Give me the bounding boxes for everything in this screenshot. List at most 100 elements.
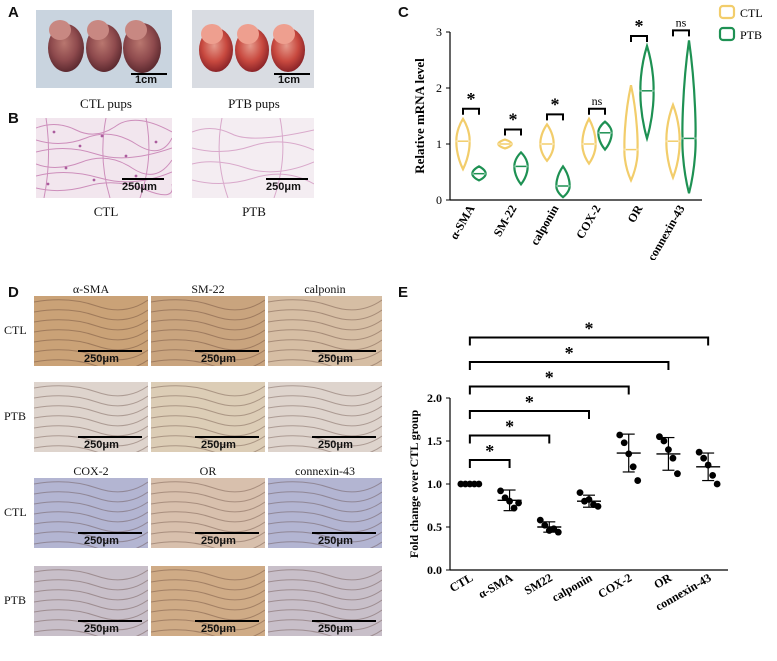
x-tick-label: connexin-43: [644, 203, 687, 261]
panel-d-letter: D: [8, 284, 19, 301]
x-tick-label: α-SMA: [447, 202, 478, 242]
significance-bracket: [672, 29, 690, 37]
data-point: [554, 528, 562, 536]
y-tick-label: 0.0: [427, 563, 442, 577]
x-tick-label: COX-2: [595, 570, 634, 600]
ihc-scale-label: 250μm: [318, 623, 353, 635]
violin-ptb: [513, 150, 529, 187]
significance-mark: *: [565, 343, 574, 363]
significance-bracket: [630, 35, 648, 42]
violin-ctl: [539, 122, 555, 163]
ihc-row-label: CTL: [4, 323, 27, 337]
ihc-scale-label: 250μm: [84, 623, 119, 635]
ihc-scale-label: 250μm: [84, 535, 119, 547]
ihc-stain-image: 250μm: [268, 566, 382, 636]
violin-chart: 0 1 2 3 Relative mRNA level α-SMA SM-22 calponi…: [412, 4, 763, 261]
ihc-stain-image: 250μm: [151, 478, 265, 548]
data-point: [629, 463, 637, 471]
ihc-stain-image: 250μm: [268, 296, 382, 366]
ihc-scale-label: 250μm: [318, 353, 353, 365]
significance-mark: *: [525, 392, 534, 412]
ihc-stain-image: 250μm: [34, 382, 148, 452]
violin-ptb: [555, 164, 571, 199]
panel-c-letter: C: [398, 4, 409, 21]
significance-bracket: [588, 107, 606, 115]
significance-mark: *: [505, 417, 514, 437]
ptb-he-stain-image: 250μm: [192, 118, 314, 198]
significance-bracket: [462, 107, 480, 115]
x-tick-label: calponin: [549, 570, 594, 604]
violin-chart-violins: * * * ns * ns: [455, 15, 697, 199]
ihc-scale-label: 250μm: [201, 623, 236, 635]
ctl-he-caption: CTL: [93, 204, 119, 219]
significance-mark: *: [467, 89, 476, 109]
ihc-scale-label: 250μm: [201, 353, 236, 365]
significance-mark: ns: [676, 15, 687, 29]
y-tick-label: 2.0: [427, 391, 442, 405]
data-point: [713, 480, 721, 488]
data-point: [669, 454, 677, 462]
significance-mark: *: [485, 441, 494, 461]
y-axis-label: Relative mRNA level: [412, 58, 427, 174]
data-point: [656, 433, 663, 441]
ptb-pups-caption: PTB pups: [228, 96, 280, 111]
ctl-pups-photo: 1cm: [36, 10, 172, 88]
violin-ctl: [455, 116, 471, 172]
ihc-scale-label: 250μm: [201, 535, 236, 547]
ctl-he-scale-label: 250μm: [122, 181, 157, 193]
legend-label-ptb: PTB: [740, 28, 762, 42]
legend-label-ctl: CTL: [740, 6, 763, 20]
y-tick-label: 0: [436, 193, 442, 207]
data-point: [634, 477, 642, 484]
fold-change-chart: 0.0 0.5 1.0 1.5 2.0 Fold change over CTL grou…: [407, 319, 728, 614]
ihc-stain-image: 250μm: [268, 478, 382, 548]
data-point: [660, 437, 668, 445]
fold-change-axes: 0.0 0.5 1.0 1.5 2.0 Fold change over CTL grou…: [407, 391, 728, 614]
violin-ctl: [665, 101, 681, 181]
data-point: [510, 504, 518, 512]
x-tick-label: OR: [624, 202, 645, 225]
panel-b-letter: B: [8, 110, 19, 127]
data-point: [700, 454, 708, 462]
ihc-row-label: CTL: [4, 505, 27, 519]
significance-bracket: [468, 385, 630, 395]
significance-mark: *: [545, 368, 554, 388]
ihc-stain-image: 250μm: [34, 478, 148, 548]
data-point: [674, 470, 681, 478]
significance-mark: ns: [592, 94, 603, 108]
ihc-column-label: calponin: [304, 282, 346, 296]
data-point: [515, 499, 522, 507]
significance-mark: *: [551, 94, 560, 114]
y-axis-label: Fold change over CTL group: [407, 410, 421, 559]
ihc-scale-label: 250μm: [84, 353, 119, 365]
significance-bracket: [468, 336, 710, 346]
x-tick-label: calponin: [527, 202, 561, 247]
significance-mark: *: [585, 319, 594, 339]
ctl-pups-scale-label: 1cm: [135, 74, 158, 86]
legend-swatch-ctl: [718, 4, 736, 20]
panel-e-letter: E: [398, 284, 409, 301]
y-tick-label: 1: [436, 137, 442, 151]
x-tick-label: COX-2: [573, 203, 603, 242]
ptb-pups-scale-label: 1cm: [278, 74, 301, 86]
ihc-scale-label: 250μm: [318, 439, 353, 451]
significance-bracket: [468, 361, 670, 370]
ptb-pups-photo: 1cm: [192, 10, 314, 88]
y-tick-label: 1.0: [427, 477, 442, 491]
significance-mark: *: [509, 110, 518, 130]
x-tick-label: OR: [651, 570, 674, 591]
fold-change-brackets: * * * * * *: [468, 319, 710, 468]
x-tick-label: SM-22: [490, 203, 519, 239]
y-tick-label: 3: [436, 25, 442, 39]
x-tick-label: CTL: [447, 570, 475, 594]
significance-bracket: [468, 410, 590, 419]
ptb-he-scale-label: 250μm: [266, 181, 301, 193]
data-point: [695, 448, 703, 456]
violin-chart-legend: CTL PTB: [718, 4, 763, 42]
ihc-stain-image: 250μm: [34, 296, 148, 366]
ihc-stain-image: 250μm: [34, 566, 148, 636]
violin-ptb: [471, 165, 487, 182]
data-point: [709, 472, 717, 479]
ihc-scale-label: 250μm: [84, 439, 119, 451]
data-point: [576, 489, 584, 496]
